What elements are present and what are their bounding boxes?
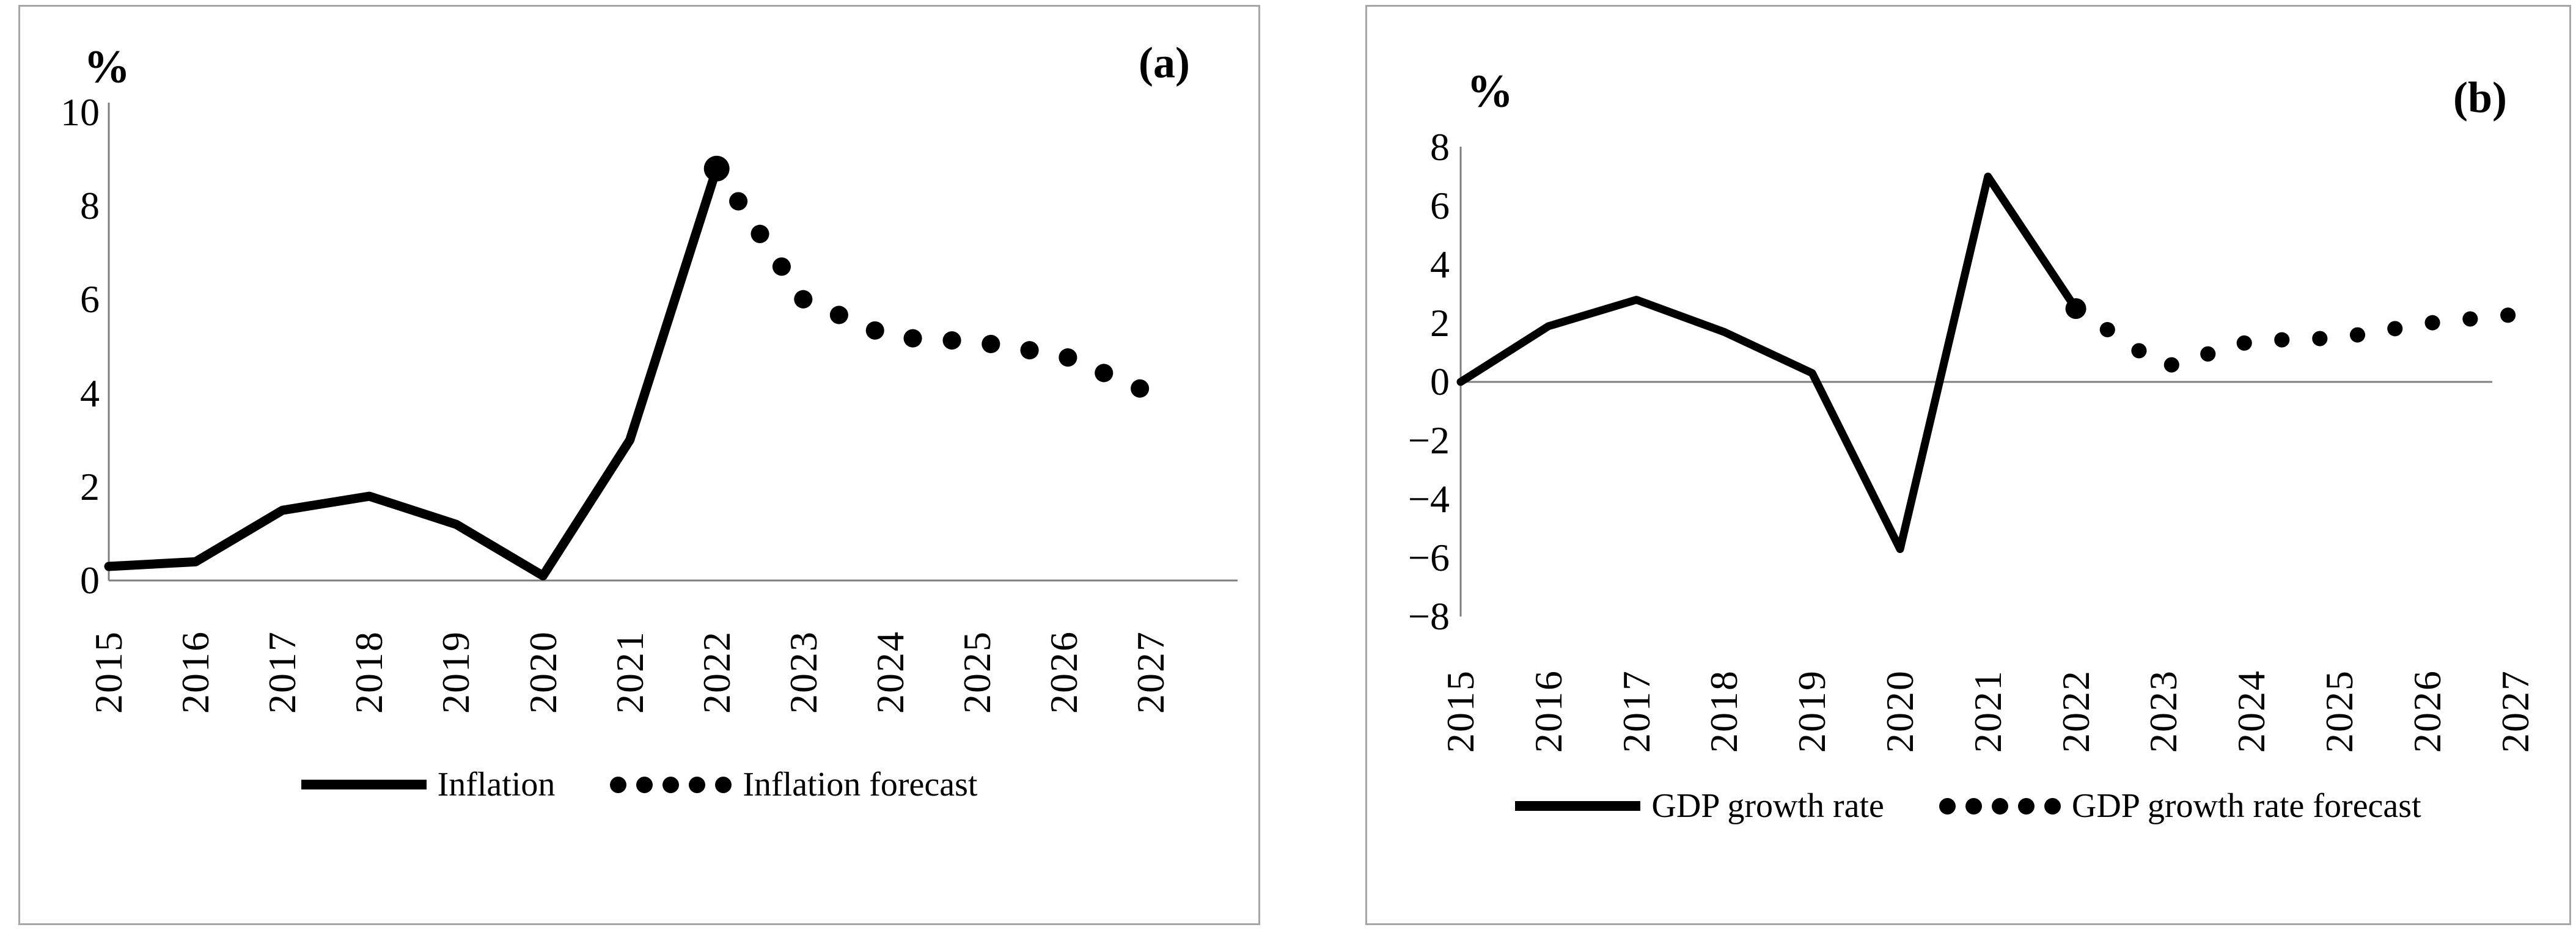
x-tick-label: 2026 bbox=[1042, 631, 1086, 714]
x-tick-label: 2020 bbox=[1878, 670, 1921, 753]
panel-label-a: (a) bbox=[1139, 38, 1190, 87]
y-tick-label: −8 bbox=[1407, 595, 1450, 638]
x-tick-label: 2018 bbox=[1702, 670, 1746, 753]
x-tick-label: 2025 bbox=[2317, 670, 2361, 753]
legend-label: Inflation bbox=[437, 766, 556, 804]
x-tick-label: 2022 bbox=[694, 631, 738, 714]
y-tick-label: −2 bbox=[1407, 419, 1450, 462]
x-tick-label: 2027 bbox=[2493, 670, 2537, 753]
legend-label: GDP growth rate forecast bbox=[2071, 787, 2421, 825]
legend-label: Inflation forecast bbox=[743, 766, 978, 804]
x-tick-label: 2019 bbox=[434, 631, 478, 714]
y-axis-unit-label-b: % bbox=[1467, 65, 1513, 117]
x-tick-label: 2021 bbox=[1965, 670, 2009, 753]
y-tick-label: 4 bbox=[80, 371, 100, 415]
x-tick-label: 2016 bbox=[1526, 670, 1570, 753]
y-tick-label: 6 bbox=[1430, 184, 1450, 227]
x-tick-label: 2019 bbox=[1790, 670, 1834, 753]
y-axis-unit-label-a: % bbox=[84, 41, 130, 93]
solid-line-sample-icon bbox=[1515, 801, 1641, 811]
panel-label-b: (b) bbox=[2453, 73, 2507, 122]
x-tick-label: 2017 bbox=[1614, 670, 1658, 753]
dotted-line-sample-icon bbox=[610, 776, 732, 793]
y-tick-label: 4 bbox=[1430, 243, 1450, 286]
x-tick-label: 2017 bbox=[260, 631, 304, 714]
y-tick-label: 8 bbox=[1430, 125, 1450, 169]
y-tick-label: 0 bbox=[1430, 360, 1450, 403]
legend-b: GDP growth rate GDP growth rate forecast bbox=[1365, 786, 2571, 826]
y-tick-label: −4 bbox=[1407, 477, 1450, 521]
x-tick-label: 2023 bbox=[2141, 670, 2185, 753]
x-tick-label: 2020 bbox=[521, 631, 565, 714]
x-tick-label: 2027 bbox=[1129, 631, 1173, 714]
legend-item-gdp-forecast: GDP growth rate forecast bbox=[1939, 786, 2421, 826]
legend-item-inflation-forecast: Inflation forecast bbox=[610, 765, 977, 804]
y-tick-label: 10 bbox=[61, 90, 100, 134]
x-tick-label: 2024 bbox=[868, 631, 912, 714]
x-tick-label: 2018 bbox=[347, 631, 391, 714]
y-tick-label: 8 bbox=[80, 184, 100, 228]
x-tick-label: 2016 bbox=[174, 631, 218, 714]
x-tick-label: 2026 bbox=[2405, 670, 2449, 753]
y-tick-label: 2 bbox=[1430, 301, 1450, 345]
x-tick-label: 2023 bbox=[781, 631, 825, 714]
legend-label: GDP growth rate bbox=[1651, 787, 1884, 825]
y-tick-label: −6 bbox=[1407, 536, 1450, 579]
x-tick-label: 2015 bbox=[87, 631, 130, 714]
dotted-line-sample-icon bbox=[1939, 797, 2061, 815]
solid-line-sample-icon bbox=[301, 780, 427, 789]
y-tick-label: 2 bbox=[80, 464, 100, 508]
x-tick-label: 2021 bbox=[607, 631, 651, 714]
x-tick-label: 2025 bbox=[955, 631, 999, 714]
x-tick-label: 2022 bbox=[2053, 670, 2097, 753]
legend-item-gdp: GDP growth rate bbox=[1515, 786, 1884, 826]
x-tick-label: 2015 bbox=[1439, 670, 1482, 753]
legend-item-inflation: Inflation bbox=[301, 765, 556, 804]
x-tick-label: 2024 bbox=[2229, 670, 2273, 753]
y-tick-label: 6 bbox=[80, 277, 100, 321]
legend-a: Inflation Inflation forecast bbox=[18, 765, 1260, 804]
y-tick-label: 0 bbox=[80, 558, 100, 602]
